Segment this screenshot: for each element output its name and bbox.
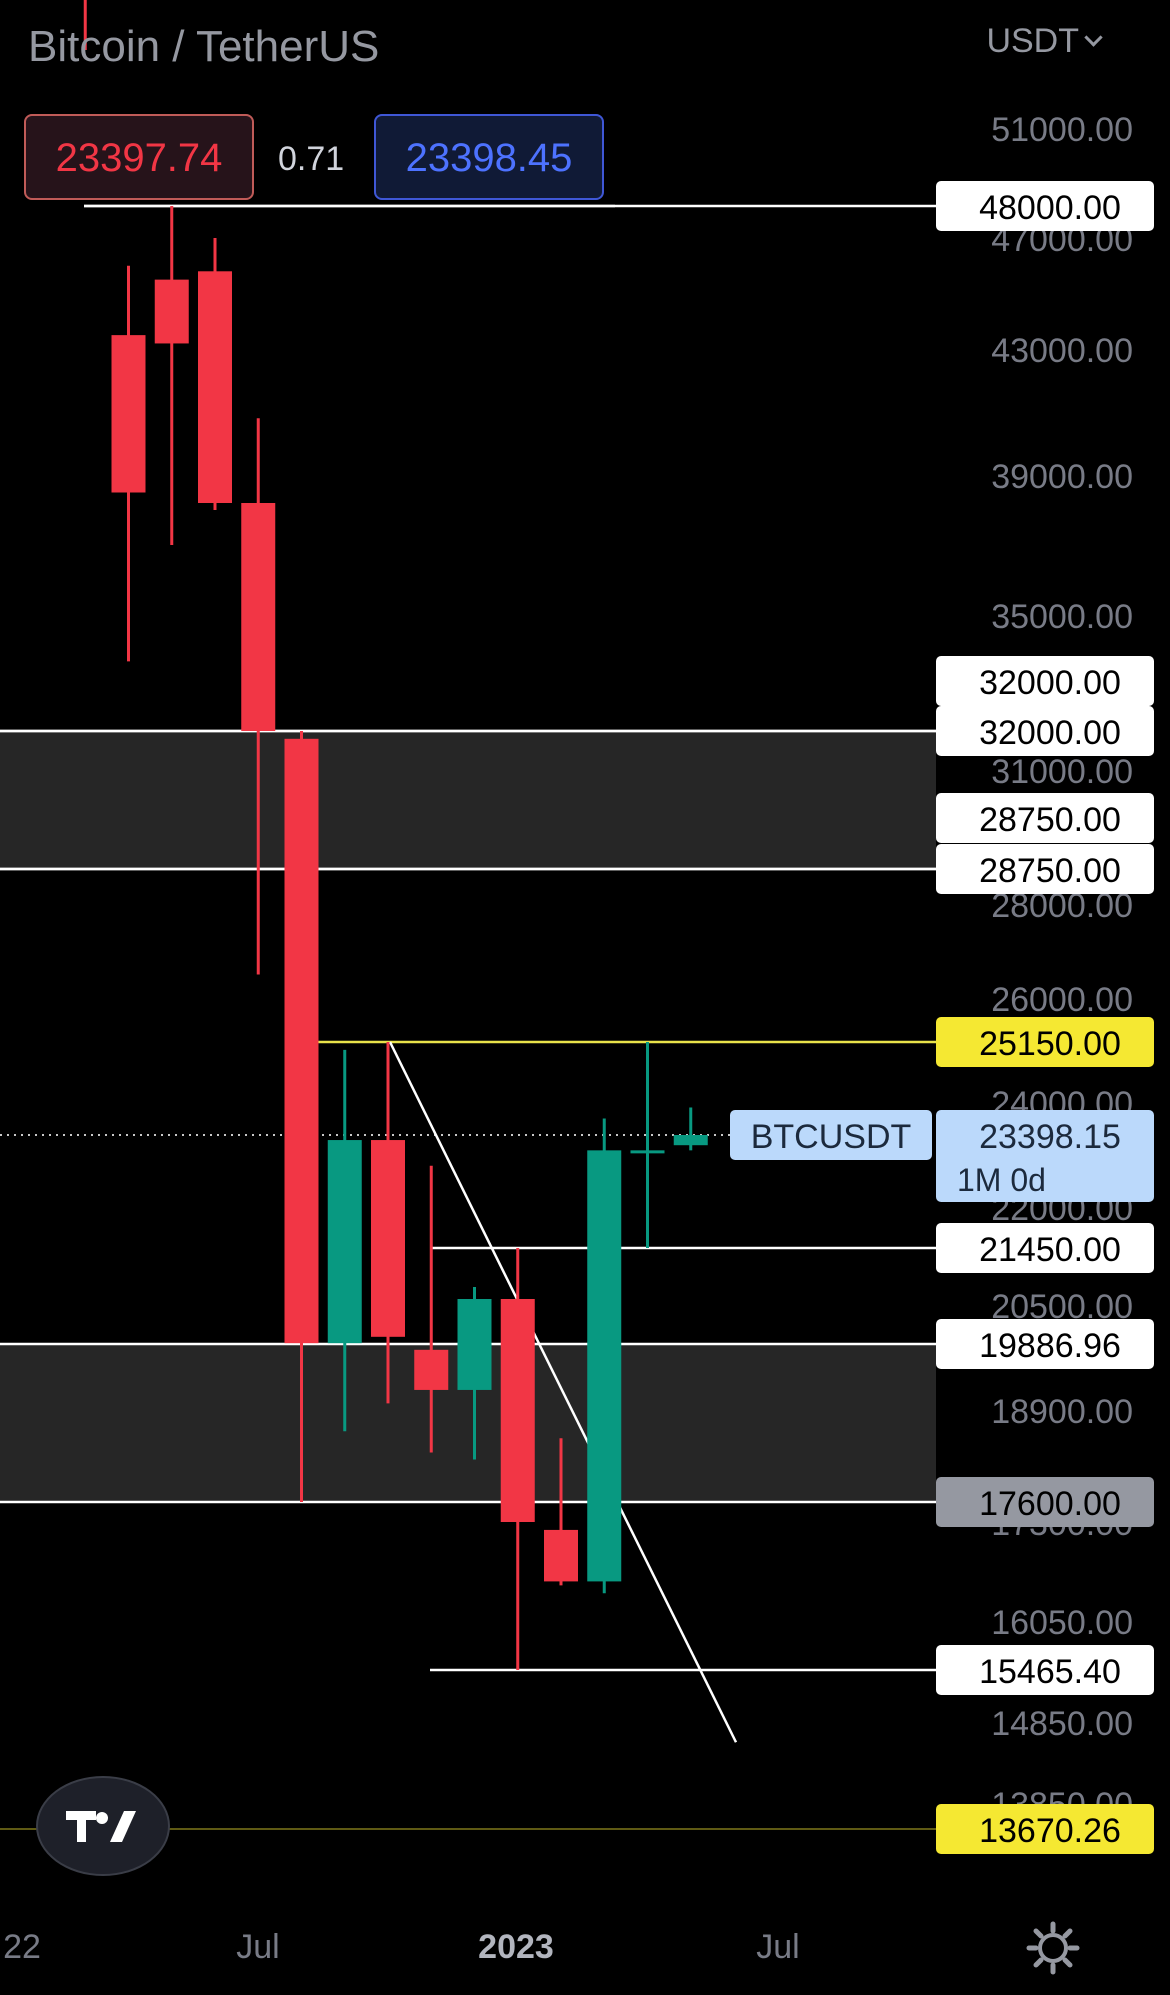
level-tag-48000.00: 48000.00 [936, 181, 1154, 231]
trendline [388, 1041, 738, 1743]
level-tag-bg [936, 1804, 1154, 1854]
y-axis-label: 39000.00 [991, 458, 1133, 496]
candle-body [198, 271, 232, 503]
level-tag-bg [936, 1645, 1154, 1695]
level-tag-bg [936, 793, 1154, 843]
candle-2022-01 [198, 238, 232, 510]
tradingview-logo-icon[interactable] [36, 1776, 170, 1876]
chevron-down-icon [1084, 28, 1103, 47]
level-tag-bg [936, 656, 1154, 706]
level-tag-text: 25150.00 [979, 1025, 1121, 1063]
x-axis-label: Jul [236, 1928, 279, 1966]
candle-body [414, 1349, 449, 1390]
spread-value: 0.71 [278, 140, 345, 178]
candle-2022-05 [371, 1042, 405, 1404]
level-tag-bg [936, 1017, 1154, 1067]
level-tag-text: 32000.00 [979, 664, 1121, 702]
candle-2022-10 [587, 1118, 622, 1594]
symbol-tag-bg [730, 1110, 932, 1160]
level-tag-bg [936, 181, 1154, 231]
y-axis-label: 35000.00 [991, 598, 1133, 636]
candle-body [154, 279, 189, 344]
current-price-tag: BTCUSDT 23398.15 1M 0d [730, 1110, 1154, 1202]
level-tag-32000.00: 32000.00 [936, 656, 1154, 706]
level-tag-text: 13670.26 [979, 1812, 1121, 1850]
level-tag-text: 32000.00 [979, 714, 1121, 752]
level-tag-28750.00: 28750.00 [936, 793, 1154, 843]
y-axis-label: 31000.00 [991, 753, 1133, 791]
symbol-title[interactable]: Bitcoin / TetherUS [28, 22, 380, 71]
candle-body [457, 1299, 492, 1390]
buy-price-button[interactable]: 23398.45 [374, 114, 604, 200]
level-tag-13670.26: 13670.26 [936, 1804, 1154, 1854]
level-tags: 48000.00 32000.00 32000.00 28750.00 28750.00… [730, 181, 1154, 1854]
trendline-layer [388, 1041, 738, 1743]
candle-2022-09 [544, 1438, 578, 1586]
symbol-tag-text: BTCUSDT [751, 1118, 912, 1156]
candle-2022-08 [500, 1248, 535, 1670]
level-tag-text: 28750.00 [979, 852, 1121, 890]
level-tag-32000.00: 32000.00 [936, 706, 1154, 756]
candle-body [241, 503, 276, 731]
candle-2021-11 [111, 265, 146, 662]
level-tag-text: 21450.00 [979, 1231, 1121, 1269]
level-tag-bg [936, 706, 1154, 756]
y-axis-label: 26000.00 [991, 981, 1133, 1019]
currency-selector[interactable]: USDT [986, 22, 1103, 61]
price-tag-value: 23398.15 [979, 1118, 1121, 1156]
zone-0 [0, 731, 936, 869]
currency-label: USDT [986, 22, 1079, 60]
level-tag-17600.00: 17600.00 [936, 1477, 1154, 1527]
level-tag-text: 15465.40 [979, 1653, 1121, 1691]
x-axis-label: 2023 [478, 1928, 554, 1966]
y-axis-label: 14850.00 [991, 1705, 1133, 1743]
level-tag-bg [936, 1477, 1154, 1527]
price-tag-bg [936, 1110, 1154, 1202]
candle-2022-03 [284, 731, 319, 1502]
candle-body [371, 1140, 405, 1337]
candle-2022-12 [673, 1107, 708, 1151]
level-tag-text: 19886.96 [979, 1327, 1121, 1365]
level-tag-25150.00: 25150.00 [936, 1017, 1154, 1067]
candle-2022-11 [630, 1042, 665, 1248]
candle-body [111, 335, 146, 493]
sell-price-button[interactable]: 23397.74 [24, 114, 254, 200]
y-axis-label: 43000.00 [991, 332, 1133, 370]
candle-body [630, 1150, 665, 1154]
gear-icon[interactable] [1025, 1920, 1081, 1976]
y-axis-label: 16050.00 [991, 1604, 1133, 1642]
candle-body [284, 738, 319, 1344]
candle-2022-04 [327, 1049, 362, 1432]
level-tag-text: 17600.00 [979, 1485, 1121, 1523]
candle-2021-12 [154, 206, 189, 545]
candle-2022-06 [414, 1165, 449, 1453]
candles-layer [83, 0, 708, 1670]
level-tag-bg [936, 1223, 1154, 1273]
candle-body [500, 1299, 535, 1522]
y-axis-label: 18900.00 [991, 1393, 1133, 1431]
level-tag-28750.00: 28750.00 [936, 844, 1154, 894]
candle-body [327, 1140, 362, 1344]
time-axis[interactable]: 22 Jul 2023 Jul [3, 1928, 800, 1966]
level-tag-21450.00: 21450.00 [936, 1223, 1154, 1273]
price-axis[interactable]: 51000.0047000.0043000.0039000.0035000.00… [991, 111, 1133, 1824]
candle-body [673, 1135, 708, 1146]
level-tag-bg [936, 844, 1154, 894]
candle-2022-02 [241, 418, 276, 975]
x-axis-label: 22 [3, 1928, 41, 1966]
candle-body [544, 1529, 578, 1582]
level-tag-bg [936, 1319, 1154, 1369]
y-axis-label: 51000.00 [991, 111, 1133, 149]
countdown-text: 1M 0d [957, 1162, 1046, 1198]
x-axis-label: Jul [756, 1928, 799, 1966]
level-tag-15465.40: 15465.40 [936, 1645, 1154, 1695]
candle-2022-07 [457, 1287, 492, 1460]
candle-body [587, 1150, 622, 1582]
level-tag-text: 48000.00 [979, 189, 1121, 227]
level-tag-19886.96: 19886.96 [936, 1319, 1154, 1369]
level-tag-text: 28750.00 [979, 801, 1121, 839]
